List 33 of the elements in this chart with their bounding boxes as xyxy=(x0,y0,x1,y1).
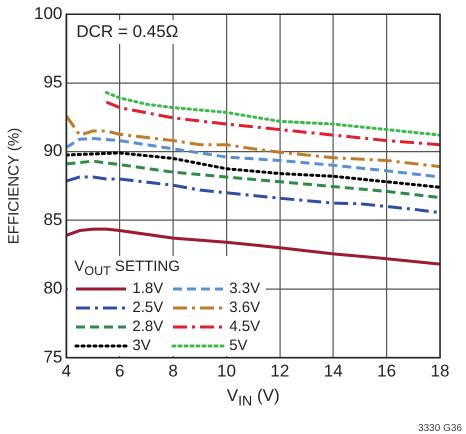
y-tick-label: 85 xyxy=(43,210,62,229)
text: 3330 G36 xyxy=(418,423,462,434)
x-tick-label: 8 xyxy=(168,361,178,380)
y-tick-label: 90 xyxy=(43,141,62,160)
line-series xyxy=(66,160,440,200)
legend-label: 1.8V xyxy=(132,280,164,298)
x-tick-label: 6 xyxy=(115,361,124,380)
legend-label: 5V xyxy=(229,337,248,356)
annotation: DCR = 0.45Ω xyxy=(72,20,182,44)
legend-label: 2.5V xyxy=(132,299,164,318)
x-tick-label: 16 xyxy=(377,361,396,380)
x-tick-label: 10 xyxy=(217,361,236,380)
legend-label: 3.3V xyxy=(229,280,260,298)
legend-label: 3.6V xyxy=(229,299,260,318)
legend-title: V$_{OUT}$ SETTING xyxy=(74,258,181,280)
x-tick-label: 18 xyxy=(430,361,450,380)
x-axis-title: V$_{IN}$ (V) xyxy=(226,386,280,409)
line-series xyxy=(66,175,440,214)
legend-label: 4.5V xyxy=(229,318,260,336)
legend-label: 2.8V xyxy=(132,318,164,336)
x-tick-label: 12 xyxy=(270,361,290,380)
y-axis-title: EFFICIENCY (%) xyxy=(6,128,22,244)
y-tick-label: 75 xyxy=(43,347,62,366)
legend-label: 3V xyxy=(132,337,151,356)
line-series xyxy=(66,114,440,168)
x-tick-label: 14 xyxy=(324,361,343,380)
x-tick-label: 4 xyxy=(62,361,72,380)
y-tick-label: 100 xyxy=(34,4,62,23)
line-series xyxy=(66,151,440,189)
line-series xyxy=(104,90,440,137)
y-tick-label: 95 xyxy=(43,72,62,92)
line-series xyxy=(104,100,440,146)
y-tick-label: 80 xyxy=(43,278,62,298)
